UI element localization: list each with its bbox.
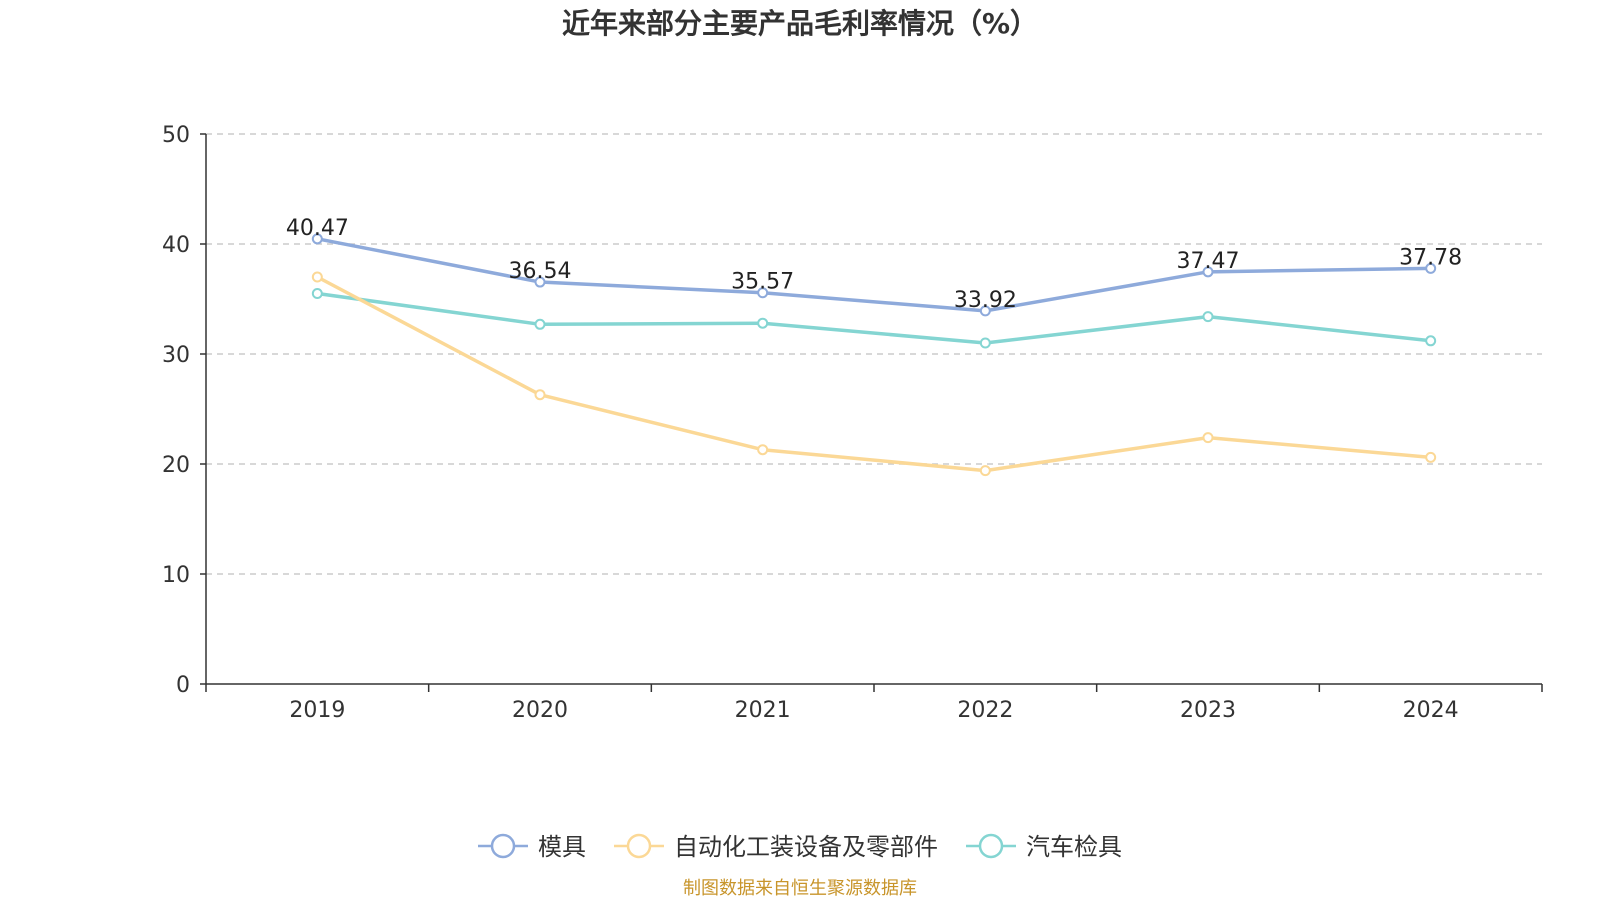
legend-item[interactable]: 模具 <box>478 833 586 861</box>
legend-item[interactable]: 汽车检具 <box>966 833 1122 861</box>
legend-circle-icon <box>626 833 652 859</box>
series-line <box>315 275 1433 473</box>
chart-title: 近年来部分主要产品毛利率情况（%） <box>562 7 1038 40</box>
y-tick-label: 50 <box>162 123 190 148</box>
data-point <box>979 337 991 349</box>
legend-circle-icon <box>490 833 516 859</box>
data-label: 37.47 <box>1177 249 1240 274</box>
data-point <box>1425 451 1437 463</box>
series-line <box>315 237 1433 313</box>
data-point <box>1202 311 1214 323</box>
y-tick-label: 30 <box>162 343 190 368</box>
data-point <box>1425 335 1437 347</box>
y-tick-label: 40 <box>162 233 190 258</box>
data-point <box>1202 266 1214 278</box>
data-point <box>311 288 323 299</box>
data-label: 36.54 <box>509 259 572 284</box>
data-point <box>757 444 769 456</box>
data-point <box>534 389 546 401</box>
data-labels: 40.47 36.54 35.57 33.92 37.47 37.78 <box>286 216 1462 313</box>
data-point <box>1202 432 1214 444</box>
x-tick-label: 2024 <box>1403 698 1459 723</box>
legend-circle-icon <box>978 833 1004 859</box>
legend-label: 模具 <box>538 833 586 861</box>
data-point <box>311 233 323 245</box>
gridlines <box>206 133 1542 575</box>
data-point <box>979 465 991 477</box>
legend-label: 自动化工装设备及零部件 <box>674 833 938 861</box>
data-point <box>311 271 323 283</box>
data-point <box>757 317 769 329</box>
data-point <box>1425 262 1437 274</box>
series-line <box>315 291 1433 345</box>
legend-item[interactable]: 自动化工装设备及零部件 <box>614 833 938 861</box>
y-tick-label: 10 <box>162 563 190 588</box>
y-tick-label: 0 <box>176 673 190 698</box>
data-label: 37.78 <box>1399 245 1462 270</box>
x-tick-label: 2021 <box>735 698 791 723</box>
data-point <box>534 318 546 330</box>
axes: 0 10 20 30 40 50 2019 2020 2021 2022 2023 2024 <box>162 123 1543 723</box>
data-point <box>757 287 769 299</box>
x-tick-label: 2022 <box>957 698 1013 723</box>
data-point <box>979 305 991 317</box>
data-label: 35.57 <box>731 270 794 295</box>
source-note: 制图数据来自恒生聚源数据库 <box>683 878 917 899</box>
series-lines <box>311 233 1437 477</box>
data-label: 33.92 <box>954 288 1017 313</box>
x-tick-label: 2020 <box>512 698 568 723</box>
y-tick-label: 20 <box>162 453 190 478</box>
x-tick-label: 2019 <box>289 698 345 723</box>
data-point <box>534 276 546 288</box>
legend-label: 汽车检具 <box>1026 833 1122 861</box>
x-tick-label: 2023 <box>1180 698 1236 723</box>
legend[interactable]: 模具 自动化工装设备及零部件 汽车检具 <box>478 833 1122 861</box>
data-label: 40.47 <box>286 216 349 241</box>
